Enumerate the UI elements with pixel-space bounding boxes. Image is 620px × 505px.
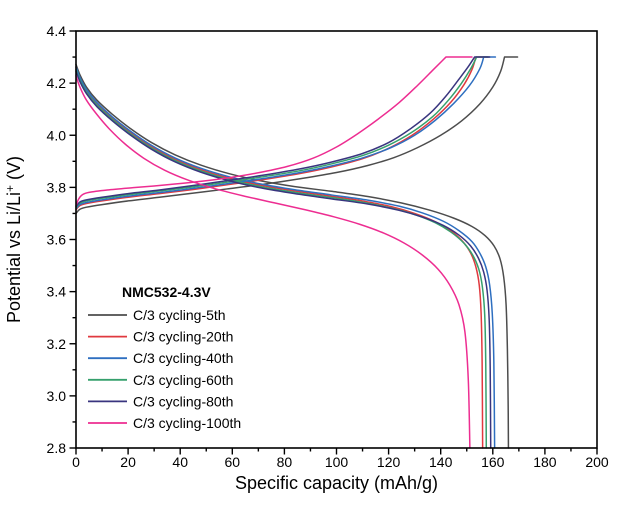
legend-item: C/3 cycling-40th <box>88 350 233 366</box>
legend-item-label: C/3 cycling-20th <box>133 329 233 345</box>
y-tick-label: 3.8 <box>47 179 67 195</box>
curve-c-3-cycling-20th-discharge <box>75 67 484 449</box>
x-tick-label: 20 <box>120 454 136 470</box>
x-tick-label: 180 <box>533 454 557 470</box>
legend-item: C/3 cycling-20th <box>88 329 233 345</box>
x-tick-label: 60 <box>225 454 241 470</box>
legend-item: C/3 cycling-5th <box>88 307 226 323</box>
legend-item-label: C/3 cycling-40th <box>133 350 233 366</box>
x-tick-label: 0 <box>72 454 80 470</box>
x-tick-label: 140 <box>429 454 453 470</box>
curve-c-3-cycling-40th-charge <box>75 56 497 210</box>
curve-c-3-cycling-40th-discharge <box>75 66 496 449</box>
curve-c-3-cycling-100th-discharge <box>75 75 471 449</box>
curve-c-3-cycling-100th-charge <box>75 56 473 207</box>
y-tick-label: 4.4 <box>47 23 67 39</box>
x-tick-label: 120 <box>377 454 401 470</box>
y-tick-label: 2.8 <box>47 440 67 456</box>
y-tick-label: 3.2 <box>47 336 67 352</box>
x-tick-label: 200 <box>585 454 609 470</box>
x-tick-label: 80 <box>277 454 293 470</box>
curve-c-3-cycling-80th-discharge <box>75 70 492 449</box>
legend-item-label: C/3 cycling-60th <box>133 372 233 388</box>
curve-c-3-cycling-5th-charge <box>75 56 519 215</box>
y-tick-label: 3.4 <box>47 284 67 300</box>
y-axis-title: Potential vs Li/Li+ (V) <box>3 156 24 323</box>
y-tick-label: 3.6 <box>47 232 67 248</box>
curves <box>75 56 519 449</box>
curve-c-3-cycling-20th-charge <box>75 56 489 211</box>
legend-title: NMC532-4.3V <box>122 284 211 300</box>
legend-item: C/3 cycling-100th <box>88 415 241 431</box>
y-tick-label: 3.0 <box>47 388 67 404</box>
curve-c-3-cycling-80th-charge <box>75 56 491 208</box>
plot-border <box>75 30 598 449</box>
x-tick-label: 100 <box>325 454 349 470</box>
legend-item-label: C/3 cycling-80th <box>133 393 233 409</box>
legend-item: C/3 cycling-60th <box>88 372 233 388</box>
legend-item-label: C/3 cycling-5th <box>133 307 226 323</box>
curve-c-3-cycling-5th-discharge <box>75 63 510 449</box>
x-tick-label: 40 <box>172 454 188 470</box>
curve-c-3-cycling-60th-discharge <box>75 68 488 449</box>
axis-ticks: 0 20 40 60 80 100 120 140 160 180 200 2.8 3.0 3.2 3.4 3… <box>47 23 609 470</box>
legend-item: C/3 cycling-80th <box>88 393 233 409</box>
legend-item-label: C/3 cycling-100th <box>133 415 241 431</box>
y-axis-title-text: Potential vs Li/Li+ (V) <box>3 156 24 323</box>
x-axis-title: Specific capacity (mAh/g) <box>235 473 438 493</box>
curve-c-3-cycling-60th-charge <box>75 56 490 209</box>
x-tick-label: 160 <box>481 454 505 470</box>
legend: C/3 cycling-5th C/3 cycling-20th C/3 cycli… <box>88 307 241 431</box>
y-tick-label: 4.0 <box>47 127 67 143</box>
y-tick-label: 4.2 <box>47 75 67 91</box>
